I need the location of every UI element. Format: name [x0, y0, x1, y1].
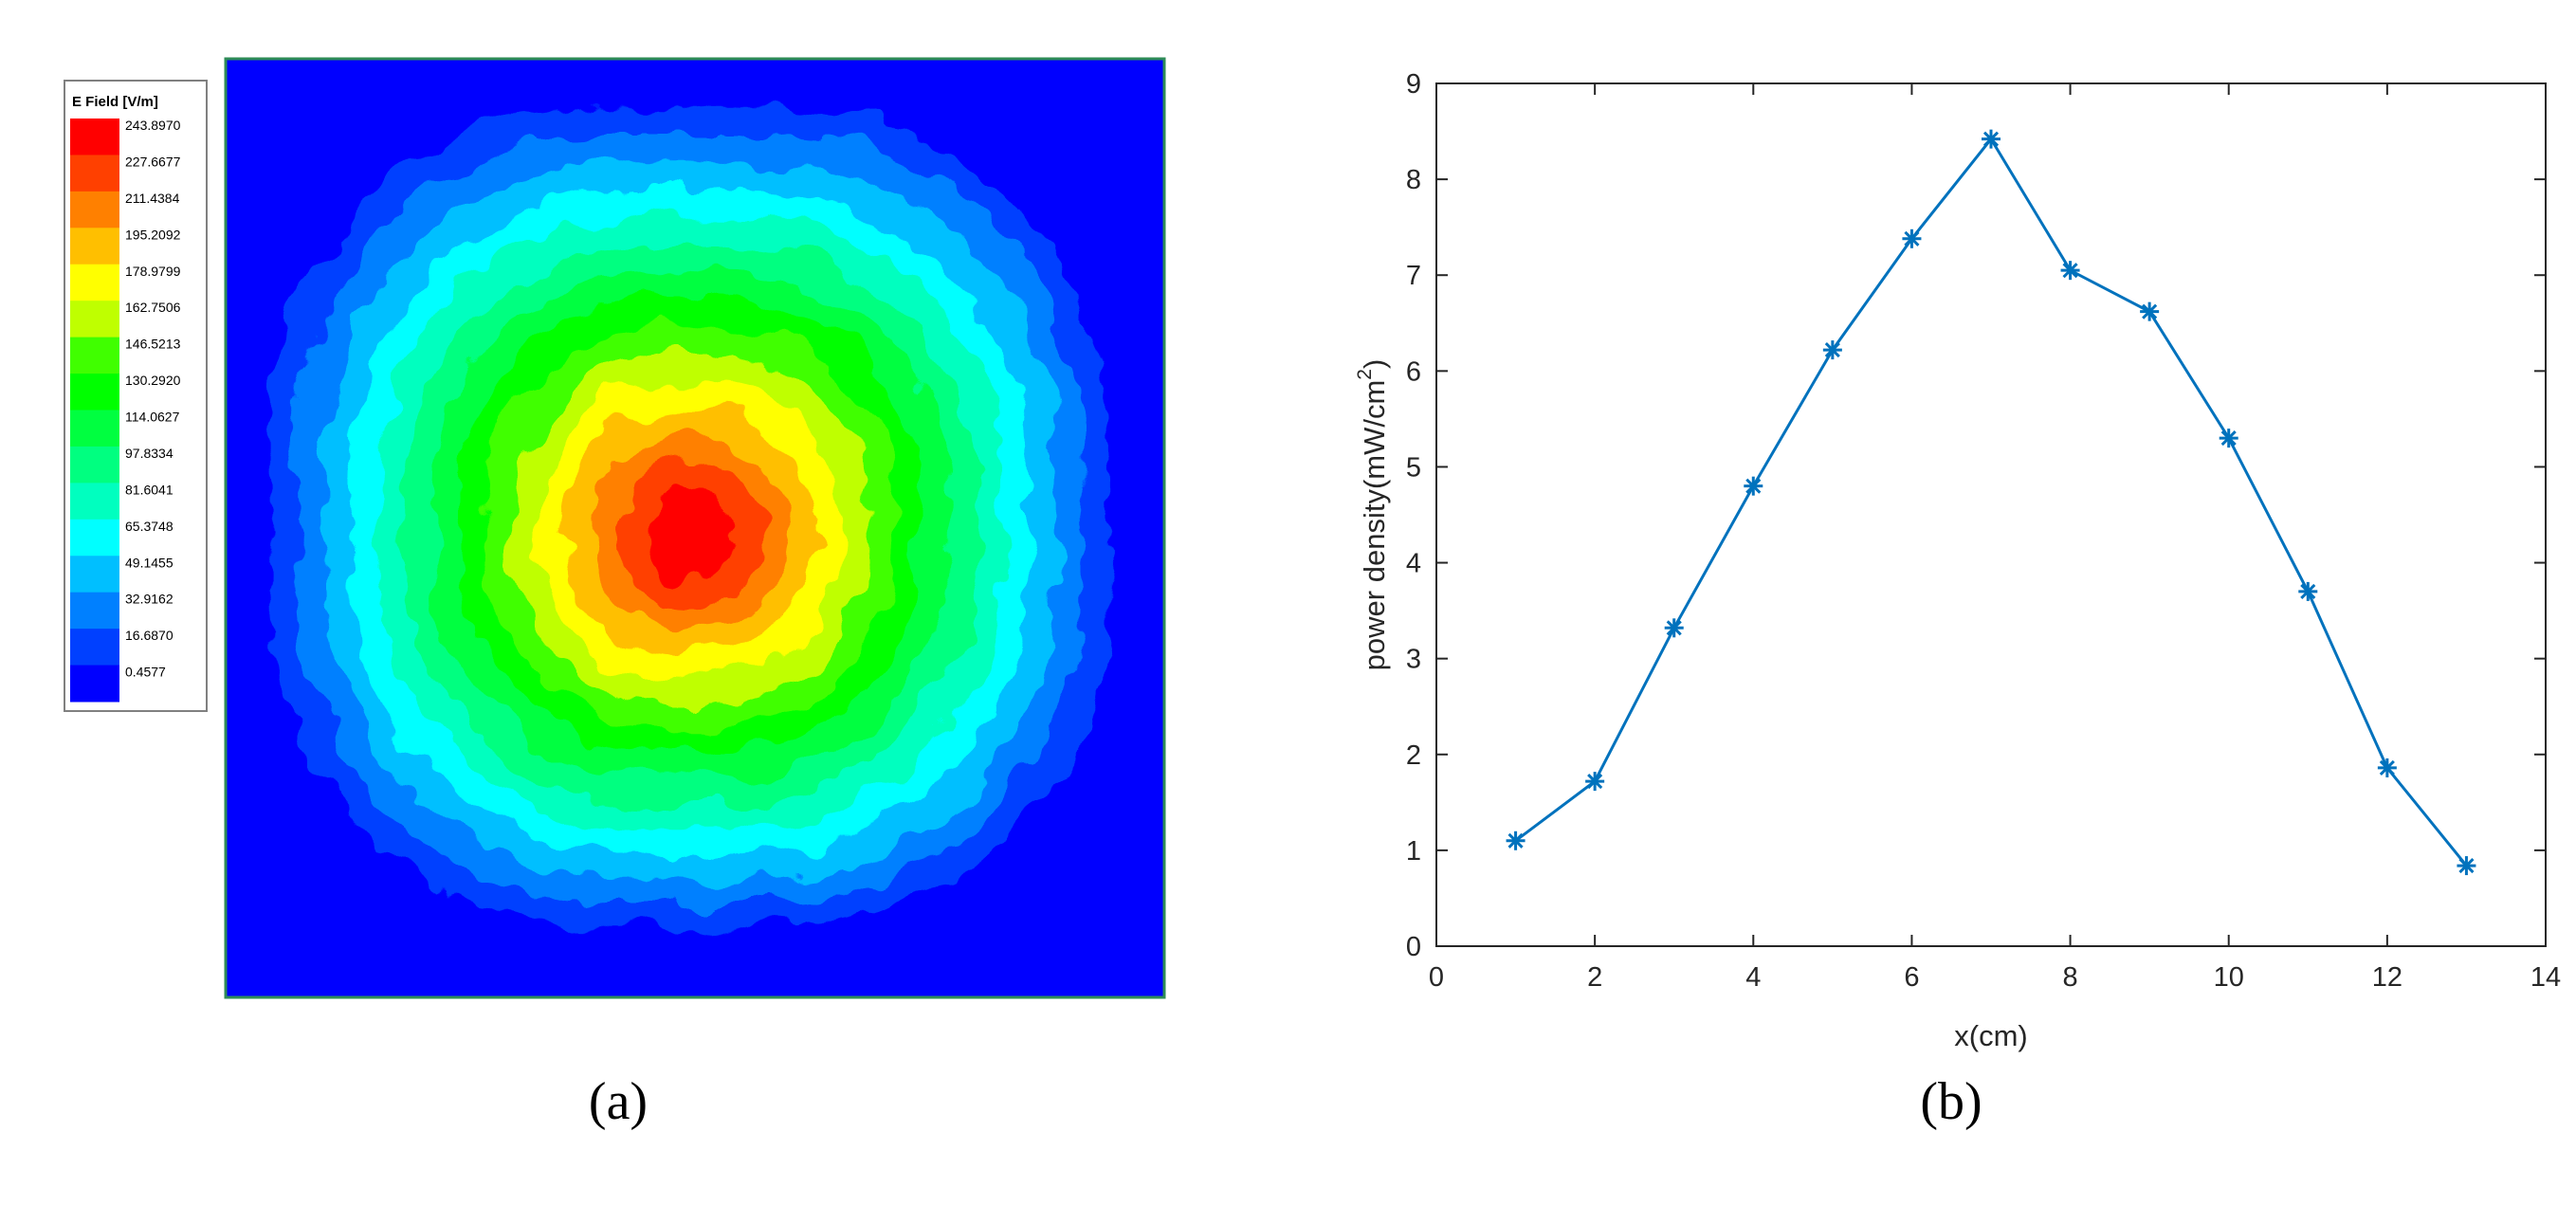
x-tick-label: 10	[2214, 962, 2244, 993]
legend-swatch	[70, 556, 119, 593]
legend-swatch	[70, 629, 119, 666]
legend-value: 162.7506	[125, 300, 181, 315]
legend-swatch	[70, 264, 119, 301]
data-point	[1744, 476, 1763, 496]
series-points	[1506, 129, 2476, 876]
data-point	[1902, 228, 1922, 248]
x-axis: 0 2 4 6 8 10 12 14	[1429, 83, 2561, 993]
x-tick-label: 2	[1587, 962, 1602, 993]
y-axis-label-superscript: 2	[1354, 369, 1376, 380]
y-tick-label: 8	[1406, 165, 1421, 195]
data-point	[1585, 772, 1605, 792]
legend-swatches	[70, 119, 119, 703]
legend-swatch	[70, 410, 119, 447]
legend-value: 65.3748	[125, 519, 174, 534]
y-axis-label-main: power density(mW/cm	[1358, 380, 1391, 671]
y-axis: 0 1 2 3 4 5 6 7 8 9	[1406, 69, 2546, 962]
data-point	[2298, 581, 2318, 601]
x-tick-label: 4	[1745, 962, 1761, 993]
x-tick-label: 6	[1904, 962, 1919, 993]
legend-swatch	[70, 519, 119, 557]
x-axis-label: x(cm)	[1954, 1019, 2027, 1052]
legend-value: 97.8334	[125, 446, 174, 461]
legend-swatch	[70, 155, 119, 192]
legend-value: 16.6870	[125, 628, 174, 643]
y-tick-label: 2	[1406, 740, 1421, 771]
y-tick-label: 1	[1406, 836, 1421, 867]
y-axis-label: power density(mW/cm2)	[1354, 359, 1391, 671]
legend-swatch	[70, 592, 119, 630]
x-tick-label: 8	[2063, 962, 2078, 993]
x-tick-label: 14	[2530, 962, 2561, 993]
plot-area	[1435, 82, 2547, 947]
y-tick-label: 7	[1406, 261, 1421, 291]
legend-value: 32.9162	[125, 592, 174, 607]
y-tick-label: 3	[1406, 645, 1421, 675]
y-tick-label: 5	[1406, 452, 1421, 483]
legend-value: 146.5213	[125, 337, 181, 352]
legend-value: 130.2920	[125, 373, 181, 388]
contour-band	[644, 489, 737, 580]
field-legend: E Field [V/m] 243.8970 227.6677 211.4384 19…	[64, 80, 208, 712]
legend-swatch	[70, 228, 119, 265]
data-point	[2060, 261, 2080, 281]
legend-value: 178.9799	[125, 264, 181, 279]
x-tick-label: 0	[1429, 962, 1444, 993]
data-point	[1664, 618, 1684, 638]
y-tick-label: 6	[1406, 356, 1421, 387]
legend-swatch	[70, 374, 119, 411]
field-map-border	[224, 57, 1166, 999]
data-point	[2377, 758, 2397, 777]
data-point	[1982, 129, 2001, 149]
panel-label-a: (a)	[589, 1072, 648, 1131]
legend-swatch	[70, 191, 119, 228]
legend-swatch	[70, 301, 119, 338]
legend-title: E Field [V/m]	[72, 94, 158, 110]
data-point	[2457, 856, 2476, 876]
legend-value: 0.4577	[125, 665, 166, 680]
data-point	[1822, 340, 1842, 360]
field-map	[224, 57, 1166, 999]
field-contours	[271, 107, 1109, 928]
y-tick-label: 4	[1406, 549, 1421, 579]
legend-value: 211.4384	[125, 191, 180, 206]
legend-value: 243.8970	[125, 118, 181, 133]
y-tick-label: 9	[1406, 69, 1421, 100]
legend-swatch	[70, 665, 119, 703]
legend-values: 243.8970 227.6677 211.4384 195.2092 178.9799…	[125, 118, 181, 680]
y-tick-label: 0	[1406, 932, 1421, 962]
legend-value: 195.2092	[125, 227, 181, 242]
data-point	[2219, 429, 2238, 448]
legend-value: 114.0627	[125, 410, 180, 425]
panel-label-b: (b)	[1920, 1072, 1982, 1131]
legend-swatch	[70, 446, 119, 484]
legend-swatch	[70, 119, 119, 155]
legend-swatch	[70, 337, 119, 374]
legend-swatch	[70, 483, 119, 520]
y-axis-label-suffix: )	[1358, 359, 1391, 369]
x-tick-label: 12	[2372, 962, 2402, 993]
legend-value: 81.6041	[125, 482, 174, 497]
legend-value: 227.6677	[125, 154, 181, 169]
data-point	[2140, 301, 2160, 321]
data-point	[1506, 831, 1526, 850]
legend-value: 49.1455	[125, 555, 174, 570]
